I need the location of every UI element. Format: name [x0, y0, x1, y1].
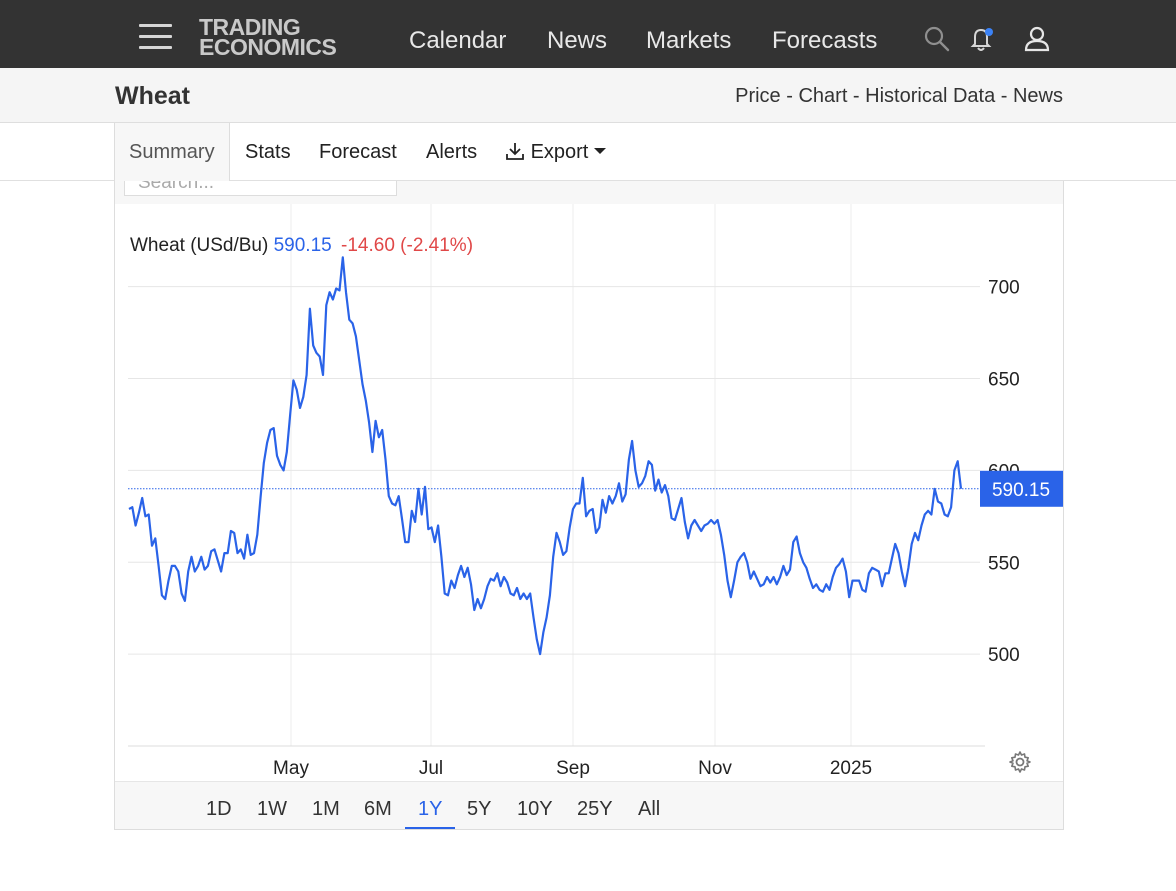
- page-title: Wheat: [115, 82, 190, 110]
- legend-series-name: Wheat (USd/Bu): [130, 235, 269, 256]
- range-5y[interactable]: 5Y: [467, 798, 492, 820]
- price-chart[interactable]: 500550600650700MayJulSepNov2025590.15: [115, 181, 1063, 781]
- breadcrumb: Price - Chart - Historical Data - News: [735, 85, 1063, 108]
- range-selector: 1D 1W 1M 6M 1Y 5Y 10Y 25Y All: [115, 781, 1063, 829]
- logo-line-1: TRADING: [199, 14, 301, 40]
- crumb-separator: -: [995, 85, 1013, 107]
- tab-export-label: Export: [530, 141, 589, 163]
- tab-forecast[interactable]: Forecast: [319, 141, 397, 163]
- download-icon: [506, 143, 524, 160]
- crumb-chart[interactable]: Chart: [798, 85, 848, 107]
- sub-header: Wheat Price - Chart - Historical Data - …: [0, 68, 1176, 123]
- crumb-historical-data[interactable]: Historical Data: [865, 85, 996, 107]
- y-tick-label: 550: [988, 553, 1020, 574]
- legend-change: -14.60 (-2.41%): [341, 235, 474, 256]
- chart-container: Search... 500550600650700MayJulSepNov202…: [114, 181, 1064, 830]
- last-price-badge: [980, 470, 1063, 507]
- range-all[interactable]: All: [638, 798, 661, 820]
- x-tick-label: Nov: [698, 758, 732, 779]
- crumb-news[interactable]: News: [1012, 85, 1063, 107]
- crumb-separator: -: [780, 85, 799, 107]
- y-tick-label: 500: [988, 645, 1020, 666]
- chart-toolbar: Search...: [115, 181, 1063, 204]
- tab-bar: Summary Stats Forecast Alerts Export: [0, 123, 1176, 181]
- logo-line-2: ECONOMICS: [199, 34, 337, 60]
- y-tick-label: 650: [988, 370, 1020, 391]
- range-1d[interactable]: 1D: [206, 798, 232, 820]
- tab-stats[interactable]: Stats: [245, 141, 291, 163]
- nav-calendar[interactable]: Calendar: [409, 27, 507, 54]
- y-tick-label: 700: [988, 278, 1020, 299]
- price-series-line: [128, 256, 963, 656]
- legend-last-value: 590.15: [273, 235, 332, 256]
- search-icon[interactable]: [924, 26, 950, 52]
- logo[interactable]: TRADING ECONOMICS: [199, 14, 337, 60]
- nav-news[interactable]: News: [547, 27, 608, 54]
- tab-export[interactable]: Export: [505, 123, 606, 181]
- last-price-label: 590.15: [992, 480, 1050, 501]
- nav-forecasts[interactable]: Forecasts: [772, 27, 878, 54]
- gear-icon[interactable]: [1008, 750, 1032, 774]
- x-tick-label: Jul: [419, 758, 443, 779]
- caret-down-icon: [593, 148, 606, 154]
- chart-legend: Wheat (USd/Bu) 590.15 -14.60 (-2.41%): [130, 235, 473, 257]
- crumb-separator: -: [847, 85, 866, 107]
- range-25y[interactable]: 25Y: [577, 798, 613, 820]
- range-1m[interactable]: 1M: [312, 798, 340, 820]
- tab-alerts[interactable]: Alerts: [426, 141, 478, 163]
- chart-search-input[interactable]: Search...: [124, 181, 397, 196]
- bell-icon[interactable]: [968, 25, 996, 53]
- x-tick-label: May: [273, 758, 309, 779]
- x-tick-label: Sep: [556, 758, 590, 779]
- nav-markets[interactable]: Markets: [646, 27, 732, 54]
- user-icon[interactable]: [1023, 25, 1051, 53]
- range-1y[interactable]: 1Y: [418, 798, 443, 820]
- menu-icon[interactable]: [139, 24, 172, 50]
- range-1w[interactable]: 1W: [257, 798, 287, 820]
- range-active-indicator: [405, 827, 455, 829]
- range-6m[interactable]: 6M: [364, 798, 392, 820]
- top-navbar: TRADING ECONOMICS Calendar News Markets …: [0, 0, 1176, 68]
- crumb-price[interactable]: Price: [735, 85, 781, 107]
- range-10y[interactable]: 10Y: [517, 798, 553, 820]
- tab-summary[interactable]: Summary: [114, 123, 230, 181]
- x-tick-label: 2025: [830, 758, 872, 779]
